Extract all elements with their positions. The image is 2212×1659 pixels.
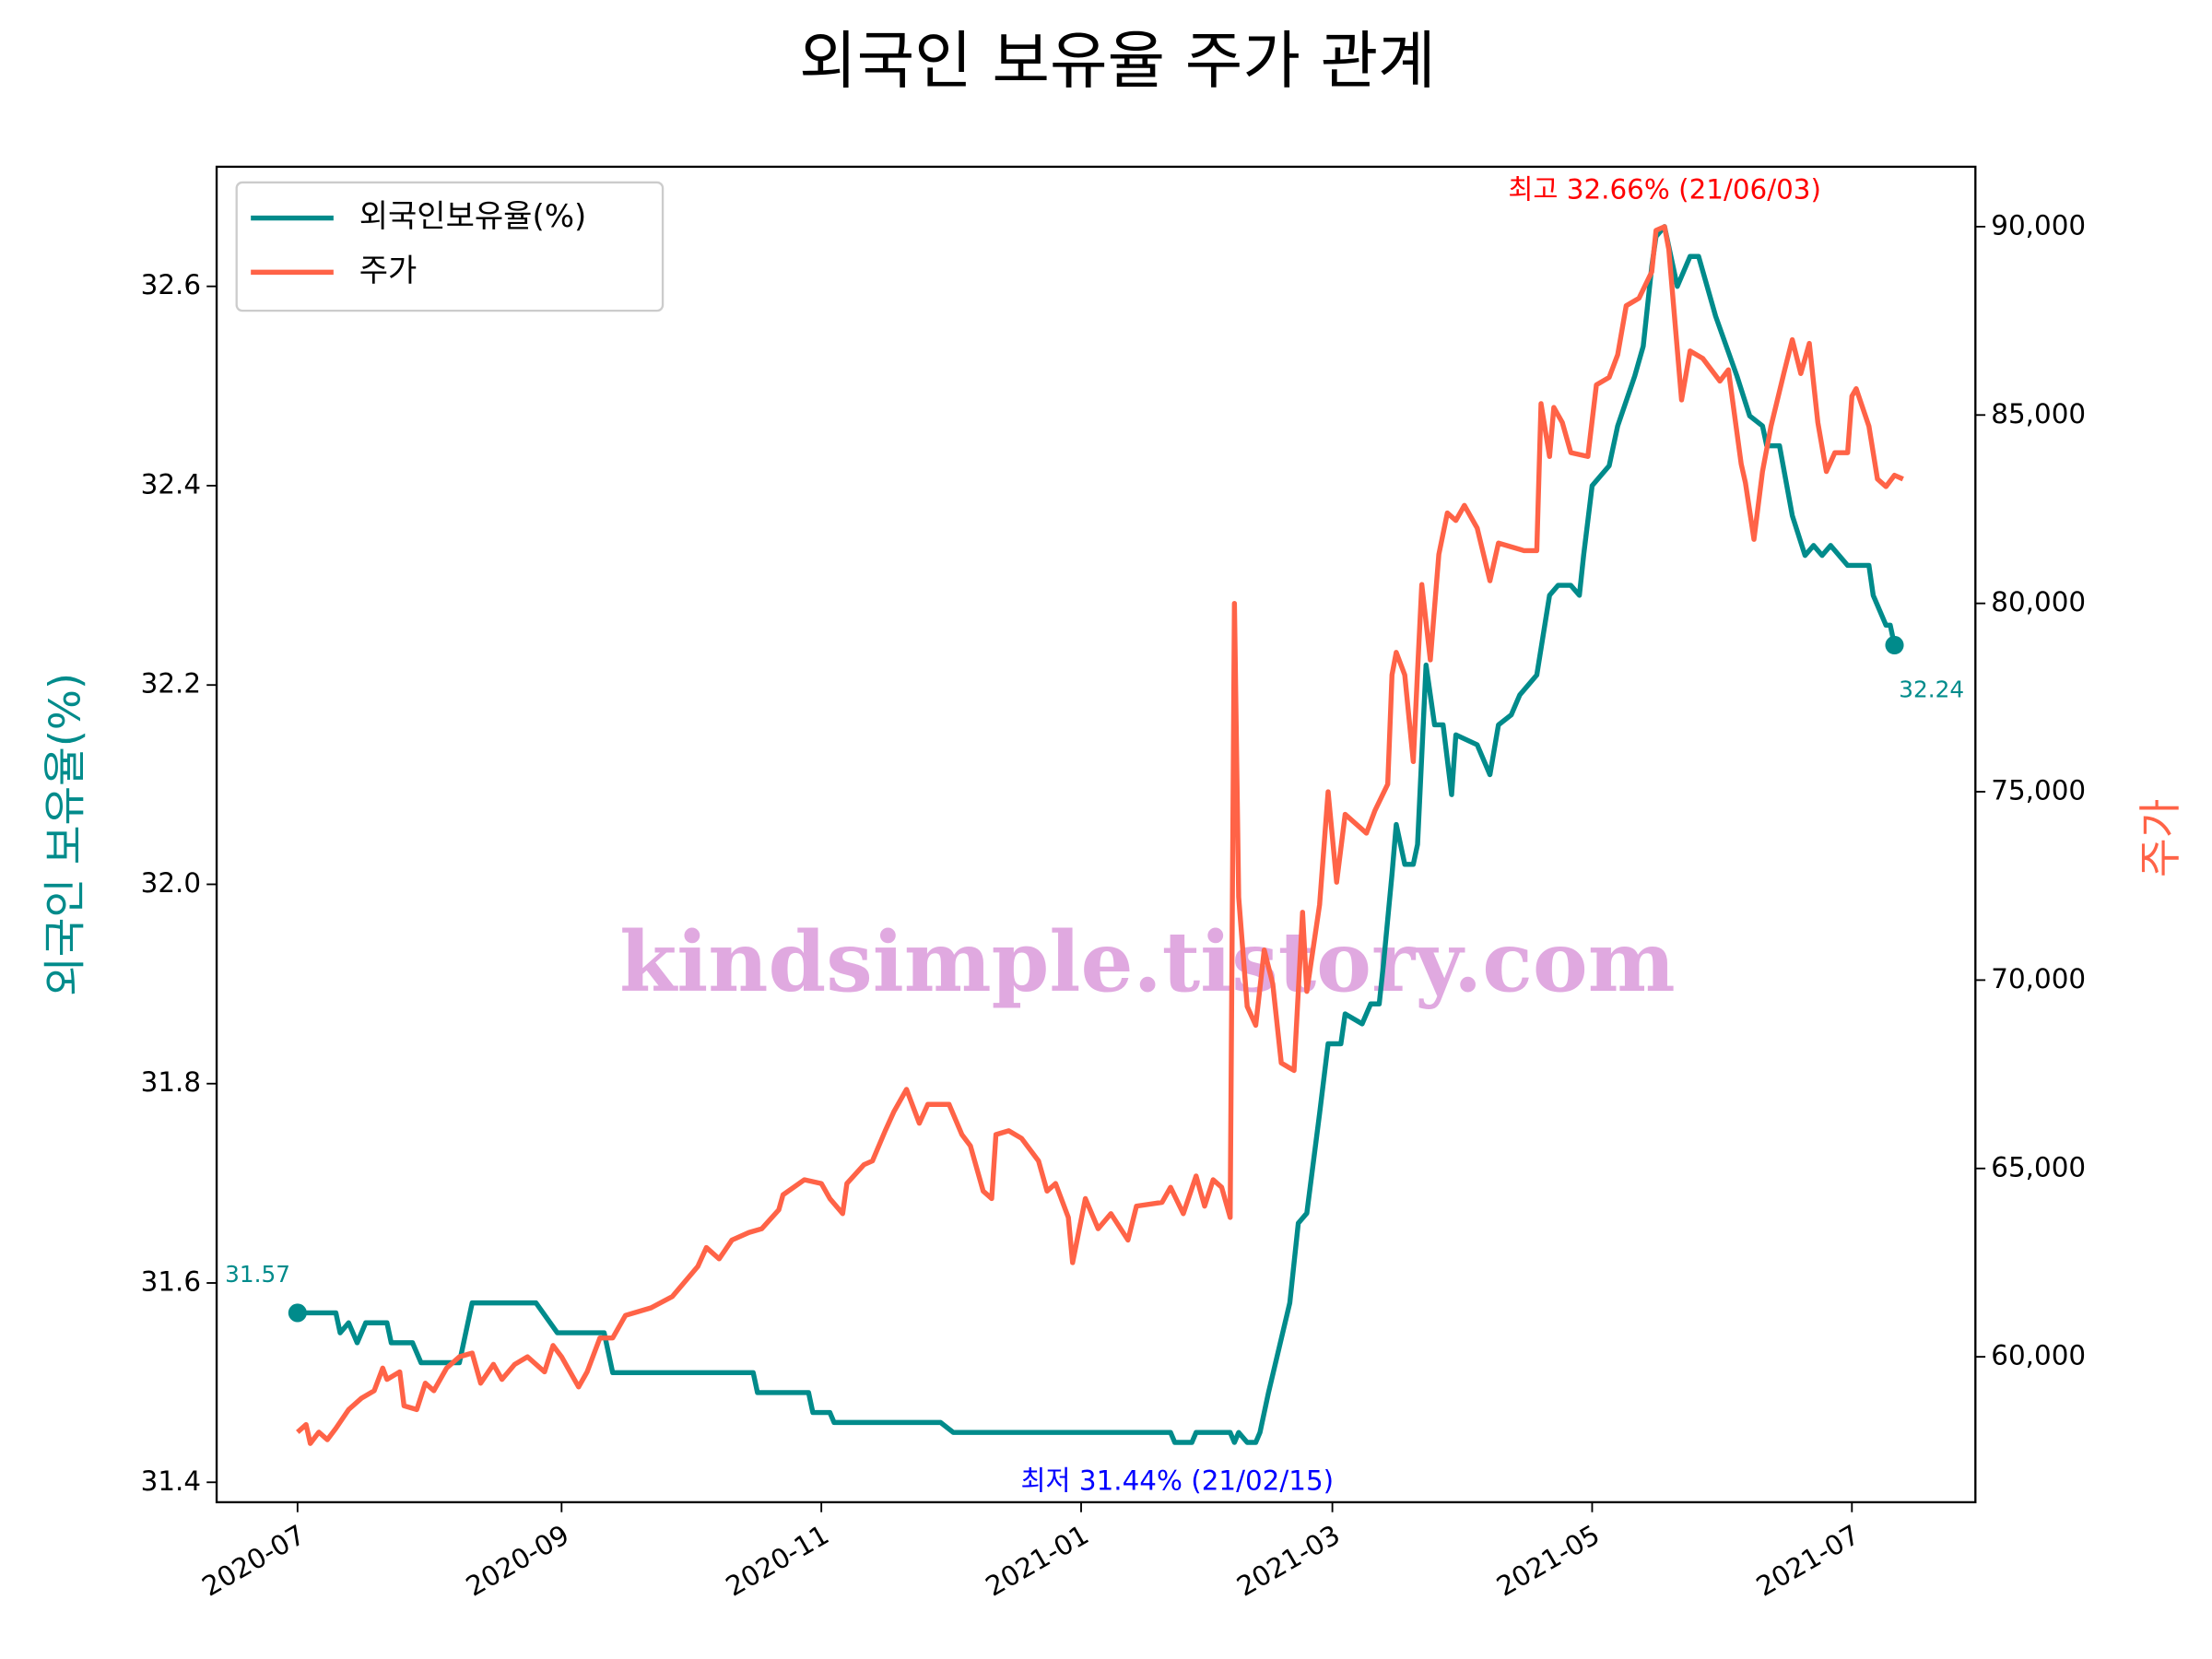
y2-tick-label: 60,000 (1991, 1340, 2086, 1371)
series-line (296, 224, 1904, 1446)
y-tick-label: 32.4 (141, 468, 201, 500)
y-tick-label: 32.2 (141, 668, 201, 700)
y2-tick-label: 90,000 (1991, 209, 2086, 241)
y-tick-label: 31.6 (141, 1266, 201, 1298)
legend-label: 주가 (359, 253, 418, 289)
y2-tick-label: 75,000 (1991, 775, 2086, 806)
start-value-label: 31.57 (225, 1261, 290, 1288)
series-line (297, 224, 1898, 1445)
y2-tick-label: 80,000 (1991, 586, 2086, 618)
y2-tick-label: 65,000 (1991, 1151, 2086, 1182)
y-axis-label: 외국인 보유율(%) (41, 673, 90, 996)
legend-box (235, 181, 665, 312)
y-tick-label: 31.8 (141, 1066, 201, 1098)
y-tick-label: 32.6 (141, 269, 201, 300)
annotation: 최고 32.66% (21/06/03) (1508, 174, 1821, 206)
y2-tick-label: 85,000 (1991, 398, 2086, 429)
y2-tick-label: 70,000 (1991, 963, 2086, 994)
annotation: 최저 31.44% (21/02/15) (1021, 1465, 1335, 1497)
point-marker (288, 1303, 307, 1323)
plot-frame (215, 165, 1977, 1504)
y2-axis-label: 주가 (2136, 799, 2185, 877)
end-value-label: 32.24 (1899, 676, 1964, 702)
y-tick-label: 31.4 (141, 1465, 201, 1497)
chart-title: 외국인 보유율 주가 관계 (799, 26, 1436, 99)
watermark: kindsimple.tistory.com (619, 914, 1676, 1011)
legend-label: 외국인보유율(%) (359, 198, 587, 235)
point-marker (1885, 635, 1904, 655)
y-tick-label: 32.0 (141, 867, 201, 899)
